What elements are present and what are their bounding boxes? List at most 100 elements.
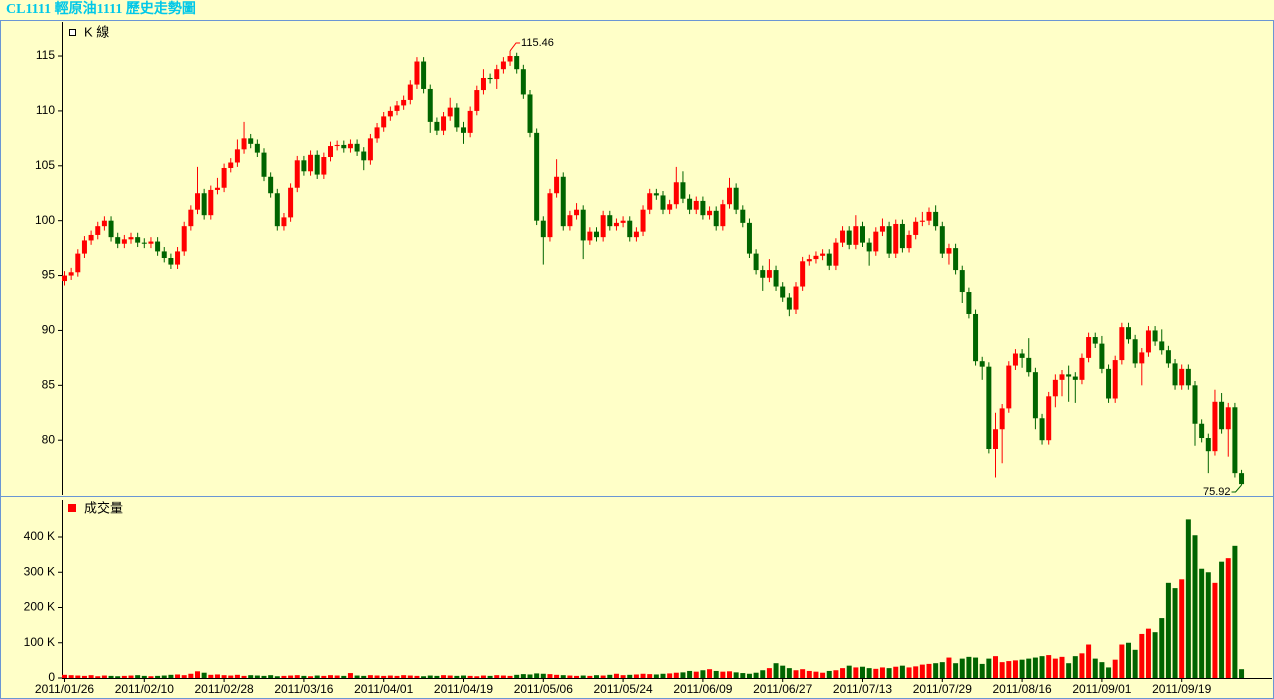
candle-body — [1039, 418, 1045, 441]
volume-bar — [860, 666, 865, 678]
volume-bar — [254, 675, 260, 678]
volume-bar — [1152, 632, 1158, 678]
candle-body — [201, 193, 207, 216]
volume-bar — [1026, 658, 1032, 678]
volume-bar — [121, 675, 127, 678]
volume-bar — [1239, 669, 1245, 678]
volume-bar — [115, 676, 121, 678]
volume-bar — [175, 674, 181, 678]
volume-bar — [667, 673, 673, 678]
volume-bar — [680, 672, 686, 678]
volume-bar — [554, 674, 560, 678]
volume-bar — [427, 675, 433, 678]
volume-bar — [1019, 659, 1025, 678]
candle-body — [879, 226, 885, 232]
volume-bar — [208, 674, 214, 678]
volume-bar — [1159, 618, 1165, 678]
y-tick-label: 0 — [48, 670, 55, 684]
candle-body — [780, 286, 786, 298]
candle-body — [334, 144, 340, 147]
volume-bar — [75, 675, 81, 678]
candle-body — [1152, 330, 1158, 342]
candle-body — [753, 253, 759, 271]
candle-body — [88, 234, 94, 241]
candle-body — [627, 220, 633, 238]
candle-body — [594, 231, 599, 238]
x-tick-label: 2011/06/27 — [753, 682, 812, 696]
volume-bar — [347, 673, 353, 678]
volume-bar — [973, 657, 979, 678]
volume-bar — [394, 675, 400, 678]
candle-body — [1179, 368, 1185, 386]
candle-body — [1106, 368, 1112, 399]
candle-body — [1099, 343, 1105, 369]
volume-bar — [893, 666, 899, 678]
volume-bar — [1139, 633, 1145, 678]
volume-bar — [999, 662, 1005, 678]
candle-body — [461, 127, 466, 133]
volume-bar — [461, 675, 466, 678]
candle-body — [607, 215, 613, 227]
volume-bar — [853, 667, 859, 678]
volume-bar — [567, 675, 573, 678]
candle-body — [999, 408, 1005, 430]
volume-bar — [288, 675, 294, 678]
candle-body — [274, 193, 280, 227]
candle-body — [826, 253, 832, 266]
candle-body — [181, 226, 187, 252]
candle-body — [727, 187, 732, 205]
volume-bar — [687, 670, 693, 678]
volume-bar — [866, 668, 872, 678]
volume-bar — [906, 667, 912, 678]
candle-body — [547, 193, 553, 238]
candle-body — [806, 259, 812, 262]
candle-body — [434, 121, 440, 131]
volume-bar — [846, 665, 852, 678]
x-tick-label: 2011/06/09 — [673, 682, 732, 696]
volume-bar — [1212, 582, 1218, 678]
volume-bar — [1119, 644, 1125, 678]
volume-bar — [1232, 545, 1238, 678]
candle-body — [1006, 365, 1012, 409]
y-tick-label: 200 K — [24, 600, 55, 614]
candle-body — [248, 138, 254, 144]
volume-bar — [181, 675, 187, 678]
volume-bar — [594, 675, 599, 678]
x-tick-label: 2011/01/26 — [35, 682, 94, 696]
legend-label: 成交量 — [84, 500, 123, 515]
volume-bar — [840, 668, 846, 678]
volume-bar — [873, 668, 879, 678]
legend-marker — [68, 504, 76, 512]
volume-bar — [879, 667, 885, 678]
candle-body — [919, 220, 925, 222]
volume-bar — [1185, 519, 1191, 678]
volume-bar — [939, 662, 945, 678]
candle-body — [647, 193, 653, 210]
candle-body — [148, 241, 154, 244]
volume-bar — [653, 674, 659, 678]
candle-body — [1132, 339, 1138, 364]
candle-body — [281, 217, 287, 227]
candle-body — [308, 154, 314, 172]
volume-bar — [766, 668, 772, 678]
candle-body — [693, 200, 699, 210]
candle-body — [214, 187, 220, 190]
volume-bar — [214, 674, 220, 678]
candle-body — [853, 226, 859, 245]
volume-bar — [1192, 535, 1198, 678]
candle-body — [108, 220, 114, 238]
volume-bar — [647, 674, 653, 678]
volume-bar — [993, 656, 998, 678]
candle-body — [341, 144, 347, 149]
volume-bar — [786, 668, 792, 678]
volume-bar — [1225, 558, 1231, 678]
y-tick-label: 400 K — [24, 529, 55, 543]
x-tick-label: 2011/03/16 — [274, 682, 333, 696]
candle-body — [1165, 350, 1171, 364]
candle-body — [793, 286, 799, 310]
volume-bar — [713, 670, 719, 678]
volume-bar — [1012, 660, 1018, 678]
x-tick-label: 2011/04/19 — [434, 682, 493, 696]
x-tick-label: 2011/02/10 — [115, 682, 174, 696]
volume-bar — [1179, 579, 1185, 678]
